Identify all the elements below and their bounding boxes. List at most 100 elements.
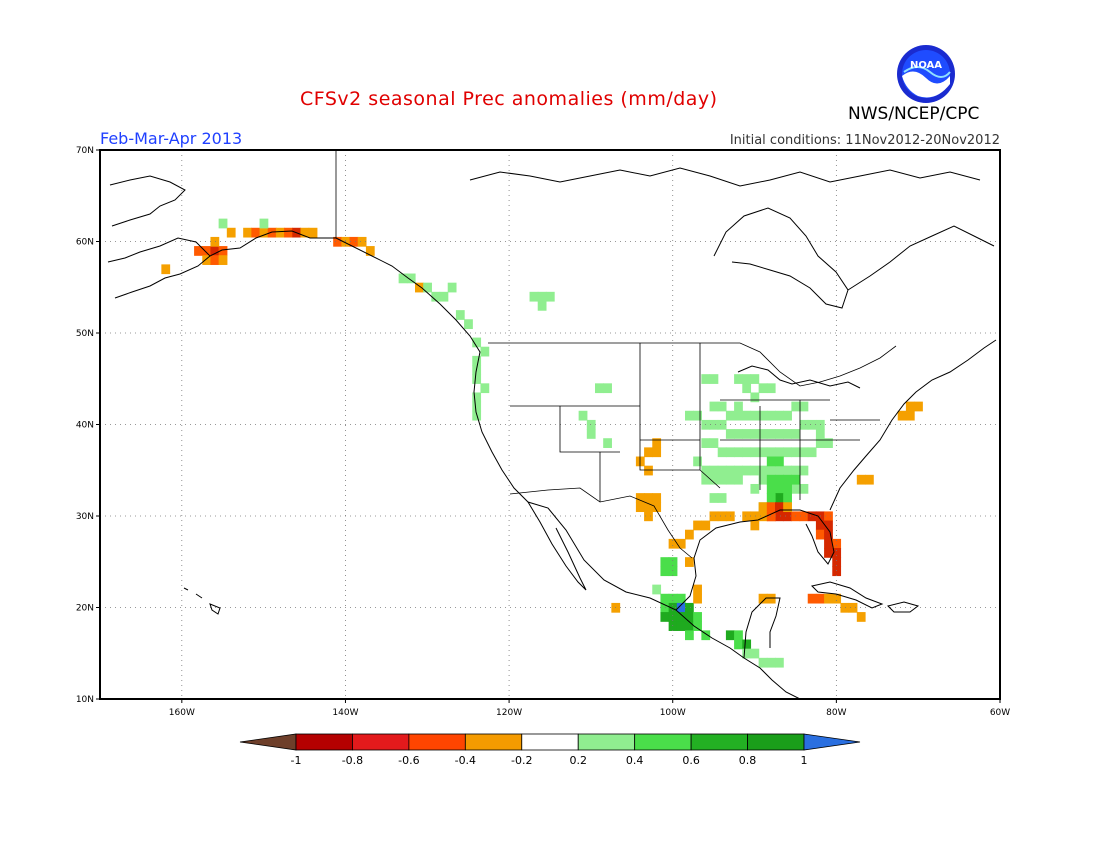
anomaly-cell xyxy=(815,529,825,540)
anomaly-cell xyxy=(766,447,776,458)
anomaly-cell xyxy=(202,255,212,265)
anomaly-cell xyxy=(685,630,694,641)
anomaly-cell xyxy=(218,246,228,256)
hispaniola xyxy=(887,601,920,613)
anomaly-cell xyxy=(676,612,686,622)
anomaly-cell xyxy=(766,657,776,668)
colorbar: -1 -0.8 -0.6 -0.4 -0.2 0.2 0.4 0.6 0.8 1 xyxy=(239,733,861,767)
anomaly-cell xyxy=(750,410,760,421)
anomaly-cell xyxy=(905,410,915,421)
anomaly-cell xyxy=(349,236,359,247)
anomaly-cell xyxy=(398,273,408,284)
anomaly-cell xyxy=(824,520,833,531)
anomaly-cell xyxy=(734,474,743,485)
anomaly-cell xyxy=(709,401,719,412)
anomaly-cell xyxy=(815,429,825,439)
arctic-islands xyxy=(469,167,981,187)
anomaly-cell xyxy=(775,474,784,485)
lat-tick-label: 60N xyxy=(76,238,94,248)
anomaly-cell xyxy=(472,374,482,384)
anomaly-cell xyxy=(783,447,792,458)
cuba xyxy=(811,581,884,609)
alaska-peninsula xyxy=(114,255,211,299)
anomaly-cell xyxy=(856,474,866,485)
anomaly-cell xyxy=(259,227,269,238)
anomaly-cell xyxy=(693,584,702,595)
labrador xyxy=(847,225,995,291)
anomaly-cell xyxy=(758,593,768,604)
anomaly-cell xyxy=(734,639,743,650)
anomaly-cell xyxy=(480,346,490,357)
anomaly-cell xyxy=(848,602,858,613)
anomaly-cell xyxy=(897,410,907,421)
anomaly-cell xyxy=(676,602,686,613)
colorbar-bin xyxy=(295,733,353,751)
colorbar-label: -0.4 xyxy=(455,754,476,767)
longitude-ticks: 160W 140W 120W 100W 80W 60W xyxy=(169,699,1010,718)
alaska-north xyxy=(109,175,186,227)
anomaly-cell xyxy=(644,447,653,458)
anomaly-cell xyxy=(668,621,678,631)
anomaly-cell xyxy=(668,538,678,549)
anomaly-cell xyxy=(783,511,792,522)
anomaly-cell xyxy=(750,392,760,403)
colorbar-bin xyxy=(634,733,692,751)
colorbar-bin xyxy=(408,733,466,751)
anomaly-cell xyxy=(775,657,784,668)
us-canada-border xyxy=(488,342,897,387)
anomaly-cell xyxy=(766,474,776,485)
anomaly-cell xyxy=(333,236,342,247)
anomaly-cell xyxy=(734,374,743,384)
anomaly-cell xyxy=(635,493,645,503)
anomaly-cell xyxy=(717,511,727,522)
anomaly-cell xyxy=(210,236,220,247)
anomaly-cell xyxy=(742,383,752,394)
anomaly-cell xyxy=(758,502,768,513)
anomaly-cell xyxy=(709,465,719,476)
anomaly-cell xyxy=(431,291,441,302)
hudson-bay xyxy=(713,207,849,309)
anomaly-cell xyxy=(832,548,842,558)
anomaly-cell xyxy=(652,447,662,458)
colorbar-max-arrow xyxy=(803,733,861,751)
colorbar-label: 0.8 xyxy=(739,754,757,767)
anomaly-cell xyxy=(775,429,784,439)
anomaly-cell xyxy=(750,465,760,476)
anomaly-cell xyxy=(668,557,678,567)
anomaly-cell xyxy=(791,447,801,458)
anomaly-cell xyxy=(644,465,653,476)
anomaly-cell xyxy=(742,648,752,659)
initial-conditions: Initial conditions: 11Nov2012-20Nov2012 xyxy=(729,133,1000,148)
anomaly-cell xyxy=(709,474,719,485)
colorbar-label: -0.8 xyxy=(342,754,363,767)
anomaly-cell xyxy=(824,511,833,522)
colorbar-bin xyxy=(747,733,805,751)
anomaly-cell xyxy=(758,465,768,476)
anomaly-cell xyxy=(676,593,686,604)
anomaly-cell xyxy=(423,282,432,293)
anomaly-cell xyxy=(210,255,220,265)
anomaly-cell xyxy=(668,612,678,622)
colorbar-bin xyxy=(521,733,579,751)
anomaly-cell xyxy=(734,630,743,641)
anomaly-cell xyxy=(775,483,784,494)
baja xyxy=(527,501,587,591)
anomaly-cell xyxy=(750,648,760,659)
anomaly-cell xyxy=(799,483,809,494)
colorbar-bin xyxy=(352,733,410,751)
anomaly-cell xyxy=(742,410,752,421)
anomaly-cell xyxy=(709,511,719,522)
anomaly-cell xyxy=(815,593,825,604)
anomaly-cell xyxy=(766,511,776,522)
anomaly-cell xyxy=(644,493,653,503)
anomaly-cell xyxy=(685,529,694,540)
lat-tick-label: 50N xyxy=(76,329,94,339)
anomaly-cell xyxy=(701,438,711,448)
anomaly-cell xyxy=(783,465,792,476)
anomaly-cell xyxy=(856,612,866,622)
anomaly-cell xyxy=(701,520,711,531)
anomaly-cell xyxy=(275,227,285,238)
anomaly-cell xyxy=(758,447,768,458)
anomaly-cell xyxy=(676,621,686,631)
anomaly-cell xyxy=(218,255,228,265)
